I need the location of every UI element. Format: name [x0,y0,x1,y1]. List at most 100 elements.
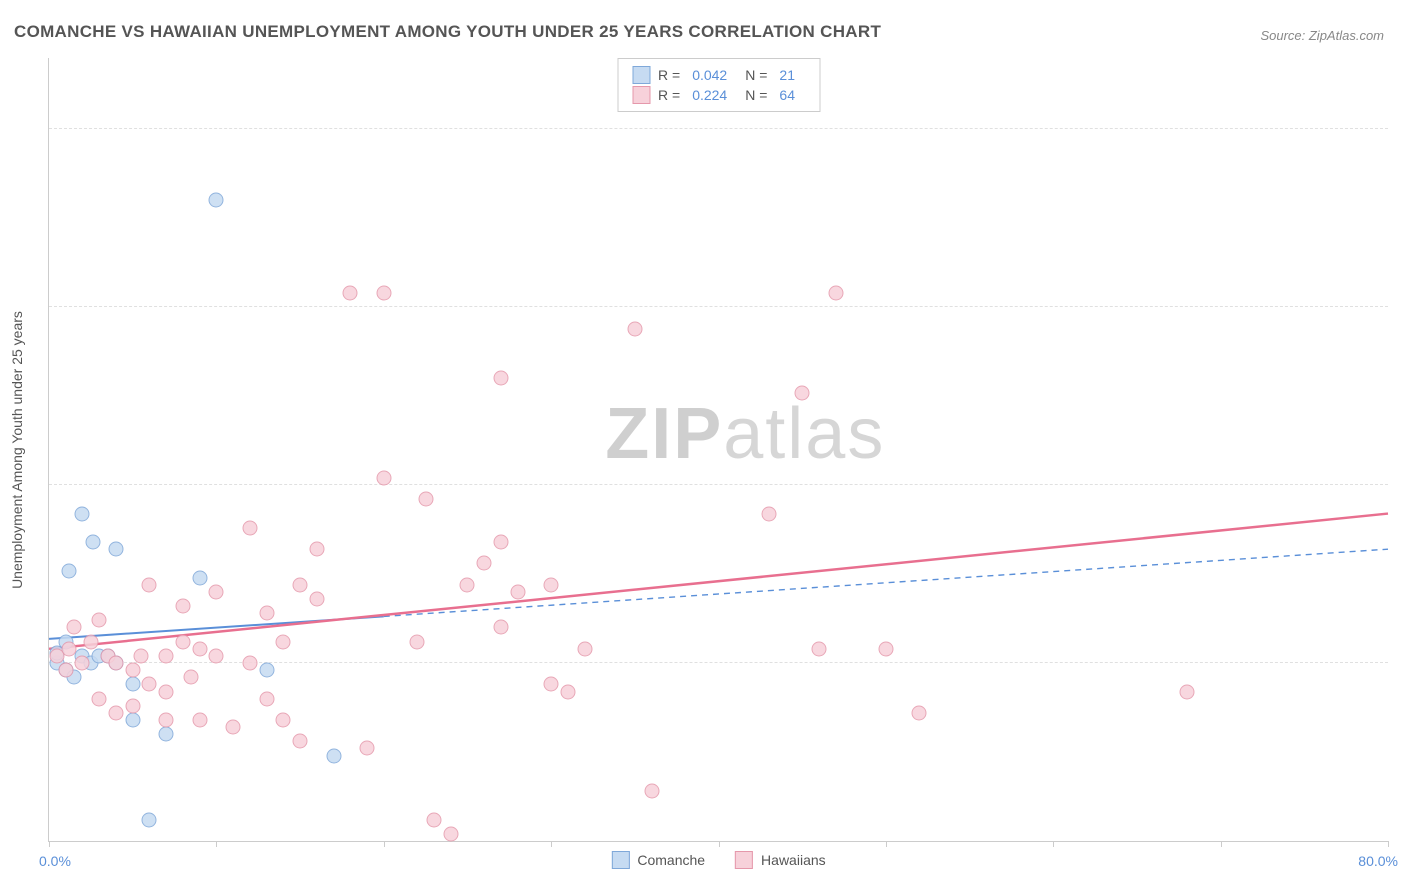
chart-container: COMANCHE VS HAWAIIAN UNEMPLOYMENT AMONG … [0,0,1406,892]
data-point [159,684,174,699]
data-point [878,641,893,656]
x-tick [49,841,50,847]
legend-r-label: R = [658,67,680,83]
data-point [577,641,592,656]
legend-r-comanche: 0.042 [692,67,727,83]
data-point [125,663,140,678]
legend-swatch-icon [735,851,753,869]
data-point [410,634,425,649]
data-point [83,634,98,649]
legend-item-comanche: Comanche [611,851,705,869]
x-tick [384,841,385,847]
data-point [627,321,642,336]
data-point [62,563,77,578]
gridline [49,484,1388,485]
x-tick [1388,841,1389,847]
legend-row-hawaiians: R = 0.224 N = 64 [632,86,805,104]
data-point [142,677,157,692]
data-point [192,570,207,585]
data-point [242,656,257,671]
data-point [62,641,77,656]
data-point [85,535,100,550]
legend-swatch-hawaiians [632,86,650,104]
data-point [209,193,224,208]
data-point [184,670,199,685]
gridline [49,128,1388,129]
data-point [293,734,308,749]
data-point [125,698,140,713]
data-point [125,713,140,728]
x-tick [216,841,217,847]
gridline [49,306,1388,307]
data-point [58,663,73,678]
data-point [560,684,575,699]
data-point [795,385,810,400]
data-point [259,663,274,678]
source-label: Source: ZipAtlas.com [1260,28,1384,43]
y-tick-label: 50.0% [1393,121,1406,137]
legend-r-label: R = [658,87,680,103]
data-point [493,371,508,386]
data-point [226,720,241,735]
data-point [493,620,508,635]
y-tick-label: 25.0% [1393,477,1406,493]
data-point [510,584,525,599]
data-point [644,784,659,799]
legend-r-hawaiians: 0.224 [692,87,727,103]
data-point [460,577,475,592]
data-point [761,506,776,521]
data-point [242,520,257,535]
data-point [309,591,324,606]
legend-n-label: N = [745,87,767,103]
data-point [134,648,149,663]
data-point [175,634,190,649]
data-point [108,542,123,557]
x-axis-max-label: 80.0% [1358,853,1398,869]
data-point [192,641,207,656]
data-point [209,584,224,599]
legend-item-hawaiians: Hawaiians [735,851,826,869]
x-tick [1053,841,1054,847]
data-point [1180,684,1195,699]
y-axis-label: Unemployment Among Youth under 25 years [9,311,25,589]
legend-row-comanche: R = 0.042 N = 21 [632,66,805,84]
y-tick-label: 12.5% [1393,655,1406,671]
legend-label-comanche: Comanche [637,852,705,868]
data-point [142,577,157,592]
chart-title: COMANCHE VS HAWAIIAN UNEMPLOYMENT AMONG … [14,22,881,42]
correlation-legend: R = 0.042 N = 21 R = 0.224 N = 64 [617,58,820,112]
data-point [159,648,174,663]
data-point [192,713,207,728]
legend-swatch-comanche [632,66,650,84]
data-point [276,634,291,649]
data-point [828,285,843,300]
data-point [376,285,391,300]
data-point [75,506,90,521]
y-tick-label: 37.5% [1393,299,1406,315]
data-point [443,826,458,841]
data-point [175,599,190,614]
data-point [360,741,375,756]
legend-n-hawaiians: 64 [779,87,795,103]
legend-n-label: N = [745,67,767,83]
data-point [309,542,324,557]
data-point [293,577,308,592]
trend-lines [49,58,1388,841]
data-point [125,677,140,692]
x-tick [719,841,720,847]
data-point [108,656,123,671]
data-point [209,648,224,663]
legend-n-comanche: 21 [779,67,795,83]
data-point [92,613,107,628]
data-point [544,677,559,692]
data-point [75,656,90,671]
data-point [326,748,341,763]
data-point [159,713,174,728]
legend-label-hawaiians: Hawaiians [761,852,826,868]
x-axis-min-label: 0.0% [39,853,71,869]
data-point [259,606,274,621]
data-point [811,641,826,656]
data-point [92,691,107,706]
x-tick [886,841,887,847]
data-point [544,577,559,592]
